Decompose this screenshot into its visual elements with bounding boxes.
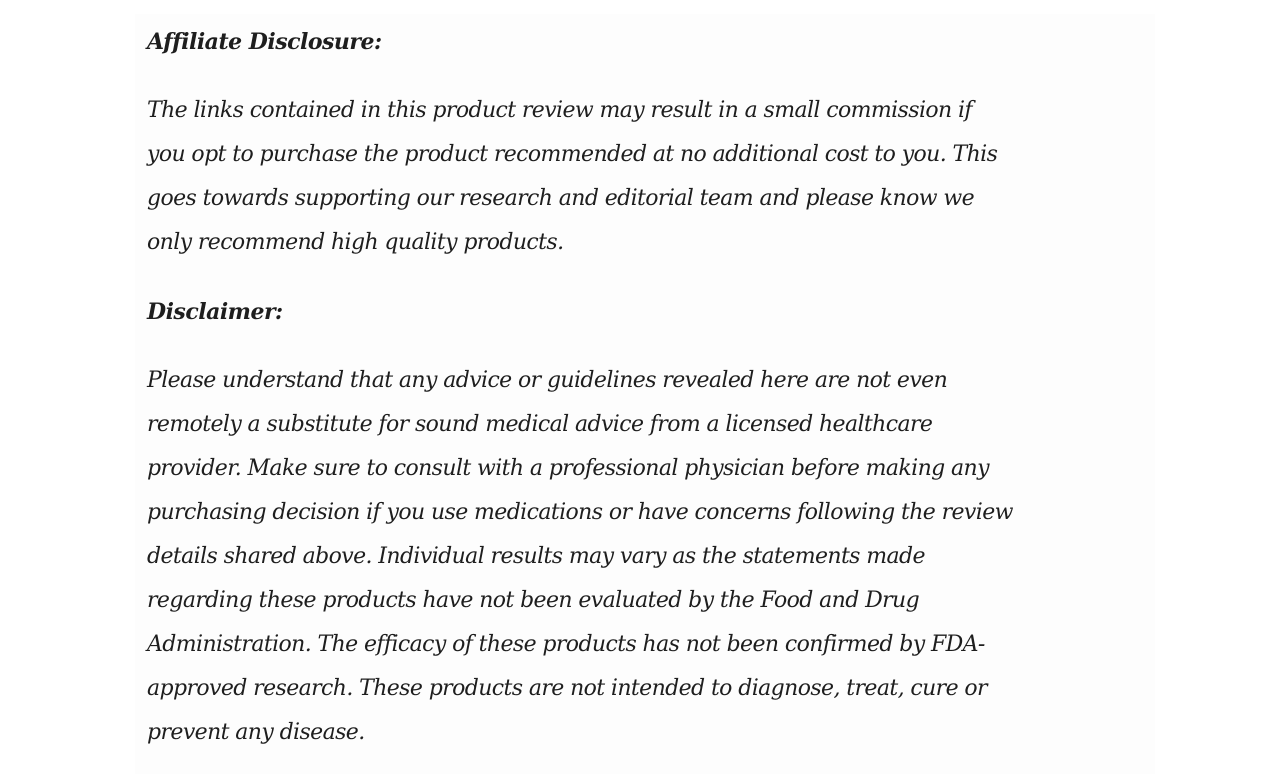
text-line: only recommend high quality products. bbox=[147, 230, 564, 255]
text-line: The links contained in this product revi… bbox=[147, 98, 973, 123]
text-line: approved research. These products are no… bbox=[147, 676, 988, 701]
text-line: Administration. The efficacy of these pr… bbox=[147, 632, 985, 657]
text-line: remotely a substitute for sound medical … bbox=[147, 412, 933, 437]
text-line: you opt to purchase the product recommen… bbox=[147, 142, 998, 167]
disclaimer-heading: Disclaimer: bbox=[147, 299, 283, 325]
text-line: provider. Make sure to consult with a pr… bbox=[147, 456, 990, 481]
disclaimer-text: Please understand that any advice or gui… bbox=[147, 359, 1013, 755]
text-line: purchasing decision if you use medicatio… bbox=[147, 500, 1013, 525]
affiliate-disclosure-heading: Affiliate Disclosure: bbox=[147, 29, 382, 55]
text-line: prevent any disease. bbox=[147, 720, 365, 745]
affiliate-disclosure-text: The links contained in this product revi… bbox=[147, 89, 998, 265]
text-line: regarding these products have not been e… bbox=[147, 588, 920, 613]
text-line: details shared above. Individual results… bbox=[147, 544, 926, 569]
text-line: Please understand that any advice or gui… bbox=[147, 368, 948, 393]
text-line: goes towards supporting our research and… bbox=[147, 186, 975, 211]
disclosure-box bbox=[135, 14, 1155, 774]
